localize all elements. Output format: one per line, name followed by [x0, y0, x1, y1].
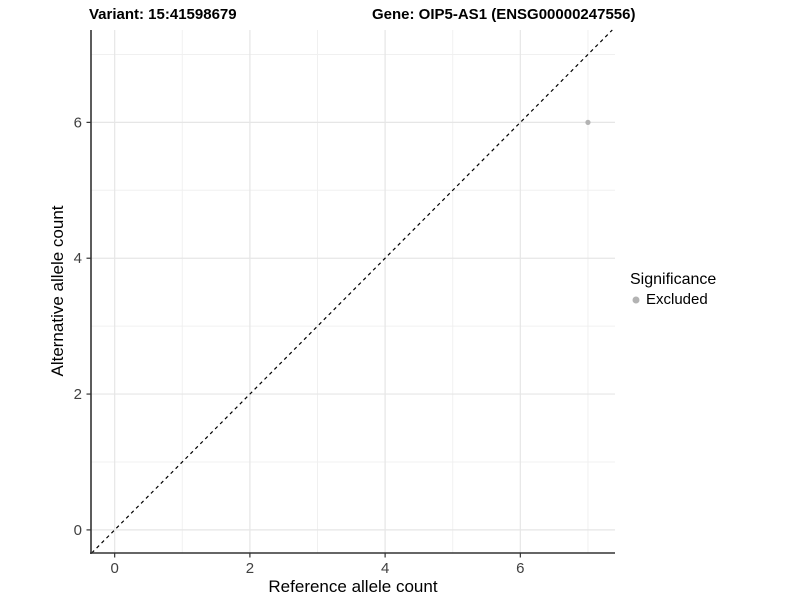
y-tick-label: 6: [74, 114, 82, 131]
x-tick-label: 6: [516, 560, 524, 577]
legend-item-label: Excluded: [646, 291, 708, 308]
identity-line: [91, 29, 613, 554]
legend-item-excluded: Excluded: [630, 291, 716, 308]
data-point: [585, 119, 591, 125]
variant-title: Variant: 15:41598679: [89, 6, 237, 23]
y-tick-label: 4: [74, 250, 82, 267]
gene-title: Gene: OIP5-AS1 (ENSG00000247556): [372, 6, 636, 23]
x-tick-label: 2: [246, 560, 254, 577]
x-tick-label: 0: [110, 560, 118, 577]
y-tick-label: 2: [74, 386, 82, 403]
y-tick-label: 0: [74, 522, 82, 539]
y-axis-title: Alternative allele count: [48, 205, 67, 377]
x-axis-title: Reference allele count: [268, 577, 438, 596]
excluded-point-icon: [632, 296, 640, 303]
legend: Significance Excluded: [630, 270, 716, 308]
x-tick-label: 4: [381, 560, 389, 577]
legend-title: Significance: [630, 271, 717, 288]
